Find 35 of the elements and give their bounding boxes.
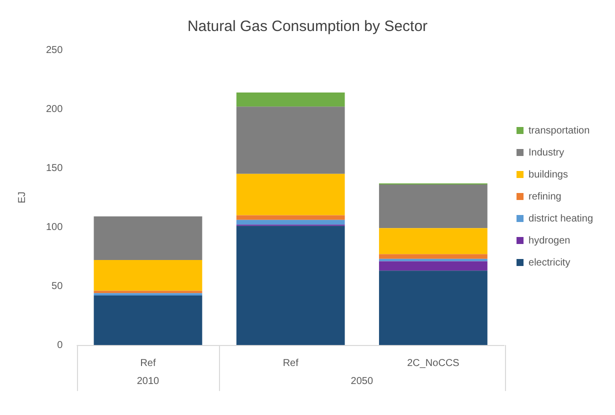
y-tick-label: 250 (46, 44, 64, 56)
text: 2050 (350, 376, 374, 387)
legend-label: transportation (528, 125, 590, 136)
bar (379, 261, 488, 271)
y-tick-label: 100 (46, 222, 64, 233)
text: 2010 (136, 376, 160, 387)
bar (236, 92, 345, 107)
chart-title: Natural Gas Consumption by Sector (187, 18, 428, 36)
legend-label: electricity (528, 257, 570, 268)
legend-label: buildings (528, 169, 568, 180)
bar (379, 184, 488, 228)
x-tick-label: 2C_NoCCS (407, 358, 460, 369)
bar (236, 106, 345, 174)
bar (379, 228, 488, 254)
legend-label: refining (528, 191, 562, 202)
bar (94, 295, 202, 345)
y-tick-label: 0 (57, 340, 64, 351)
bar (236, 226, 345, 345)
bar (94, 216, 202, 260)
legend-label: hydrogen (528, 235, 570, 246)
bar (94, 290, 202, 294)
y-tick-label: 50 (52, 280, 64, 292)
bar (236, 215, 345, 220)
x-tick-label: Ref (140, 358, 156, 369)
y-tick-label: 200 (46, 104, 64, 115)
bar (379, 254, 488, 259)
x-tick-label: Ref (282, 358, 299, 369)
y-tick-label: 150 (46, 162, 64, 174)
bar (94, 260, 202, 291)
legend-label: district heating (528, 213, 594, 224)
y-axis-title: EJ (16, 192, 28, 204)
bar (236, 220, 345, 225)
bar (379, 270, 488, 345)
bar (236, 174, 345, 216)
legend-label: Industry (528, 147, 564, 158)
